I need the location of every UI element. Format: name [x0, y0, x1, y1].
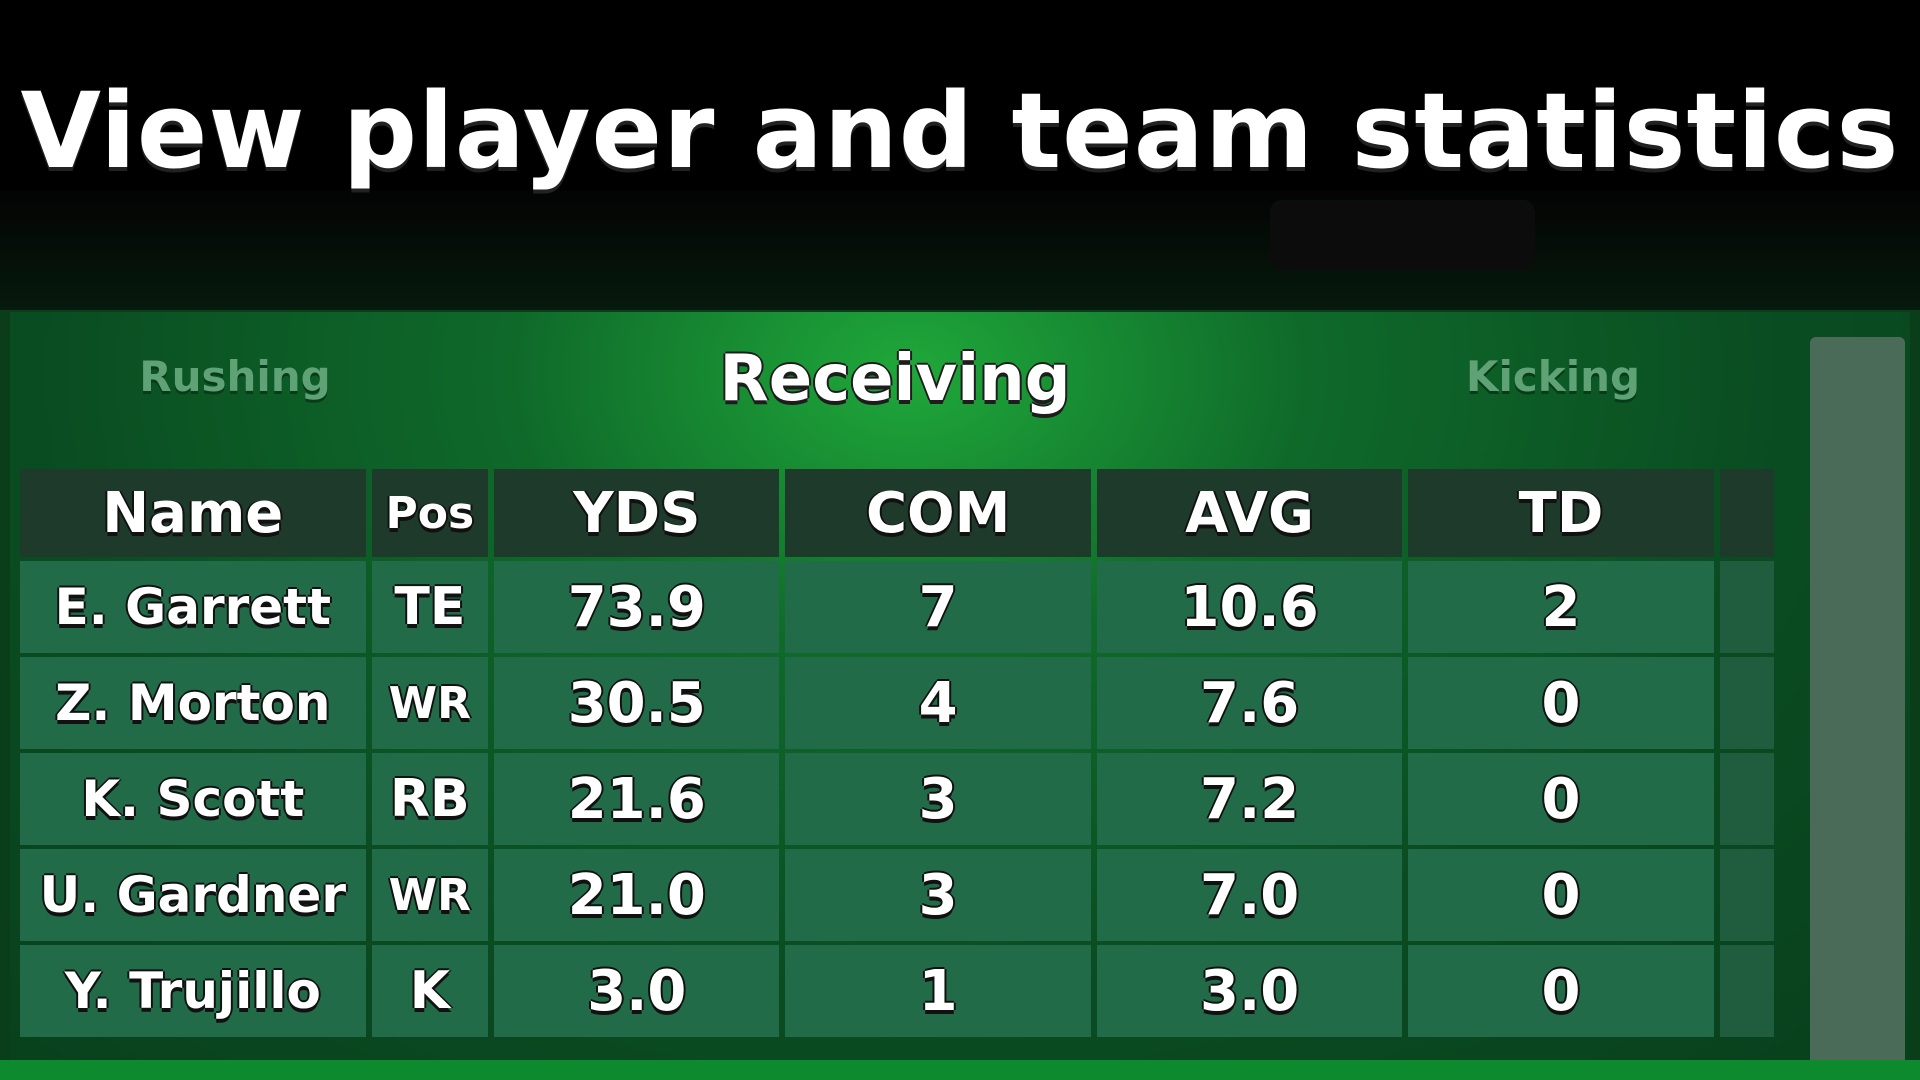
- tab-rushing[interactable]: Rushing: [139, 352, 331, 401]
- column-header-yds[interactable]: YDS: [494, 469, 780, 557]
- player-com: 3: [785, 849, 1091, 941]
- player-yds: 21.6: [494, 753, 780, 845]
- row-spacer: [1719, 657, 1774, 749]
- headline-banner: View player and team statistics: [0, 0, 1920, 310]
- player-com: 7: [785, 561, 1091, 653]
- tab-kicking[interactable]: Kicking: [1465, 352, 1641, 401]
- row-spacer: [1719, 561, 1774, 653]
- player-name: K. Scott: [20, 753, 366, 845]
- player-com: 4: [785, 657, 1091, 749]
- player-com: 3: [785, 753, 1091, 845]
- table-row[interactable]: Z. Morton WR 30.5 4 7.6 0: [20, 657, 1774, 749]
- player-name: E. Garrett: [20, 561, 366, 653]
- player-name: U. Gardner: [20, 849, 366, 941]
- row-spacer: [1719, 945, 1774, 1037]
- player-td: 2: [1408, 561, 1714, 653]
- player-avg: 3.0: [1096, 945, 1403, 1037]
- table-header-row: Name Pos YDS COM AVG TD: [20, 469, 1774, 557]
- table-row[interactable]: Y. Trujillo K 3.0 1 3.0 0: [20, 945, 1774, 1037]
- player-yds: 73.9: [494, 561, 780, 653]
- column-header-name[interactable]: Name: [20, 469, 366, 557]
- tab-receiving[interactable]: Receiving: [719, 342, 1071, 416]
- stats-table: Name Pos YDS COM AVG TD E. Garrett TE 73…: [14, 465, 1780, 1041]
- player-avg: 7.2: [1096, 753, 1403, 845]
- player-avg: 10.6: [1096, 561, 1403, 653]
- player-yds: 30.5: [494, 657, 780, 749]
- headline-text: View player and team statistics: [20, 70, 1900, 192]
- player-pos: RB: [371, 753, 489, 845]
- player-td: 0: [1408, 753, 1714, 845]
- player-com: 1: [785, 945, 1091, 1037]
- player-yds: 21.0: [494, 849, 780, 941]
- player-pos: K: [371, 945, 489, 1037]
- table-row[interactable]: K. Scott RB 21.6 3 7.2 0: [20, 753, 1774, 845]
- player-avg: 7.6: [1096, 657, 1403, 749]
- player-name: Z. Morton: [20, 657, 366, 749]
- player-td: 0: [1408, 657, 1714, 749]
- obscured-pill: [1270, 200, 1535, 270]
- player-td: 0: [1408, 945, 1714, 1037]
- player-pos: WR: [371, 657, 489, 749]
- column-header-spacer: [1719, 469, 1774, 557]
- player-yds: 3.0: [494, 945, 780, 1037]
- table-row[interactable]: U. Gardner WR 21.0 3 7.0 0: [20, 849, 1774, 941]
- player-avg: 7.0: [1096, 849, 1403, 941]
- column-header-pos[interactable]: Pos: [371, 469, 489, 557]
- player-name: Y. Trujillo: [20, 945, 366, 1037]
- player-td: 0: [1408, 849, 1714, 941]
- row-spacer: [1719, 849, 1774, 941]
- row-spacer: [1719, 753, 1774, 845]
- scrollbar[interactable]: [1810, 337, 1905, 1080]
- column-header-com[interactable]: COM: [785, 469, 1091, 557]
- bottom-bar: [0, 1060, 1920, 1080]
- stats-panel: Rushing Receiving Kicking Name Pos YDS C…: [10, 312, 1910, 1080]
- player-pos: WR: [371, 849, 489, 941]
- obscured-header-area: [0, 190, 1920, 310]
- column-header-avg[interactable]: AVG: [1096, 469, 1403, 557]
- player-pos: TE: [371, 561, 489, 653]
- column-header-td[interactable]: TD: [1408, 469, 1714, 557]
- table-row[interactable]: E. Garrett TE 73.9 7 10.6 2: [20, 561, 1774, 653]
